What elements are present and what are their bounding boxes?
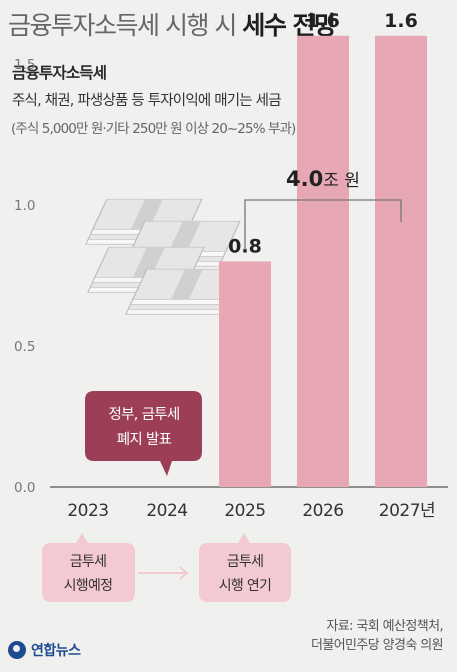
- bar-2025: [219, 261, 271, 487]
- description: 주식, 채권, 파생상품 등 투자이익에 매기는 세금: [12, 93, 282, 109]
- y-tick-label: 1.0: [14, 198, 35, 214]
- x-tick-label: 2026: [302, 501, 343, 521]
- total-bracket: [244, 199, 402, 250]
- x-tick-label: 2023: [67, 501, 108, 521]
- source-line-1: 자료: 국회 예산정책처,: [326, 619, 443, 634]
- delayed-callout: [199, 533, 291, 602]
- planned-callout: [42, 533, 135, 602]
- planned-line-2: 시행예정: [64, 578, 113, 594]
- delayed-line-1: 금투세: [227, 554, 264, 570]
- x-tick-label: 2027년: [379, 501, 435, 521]
- logo-text: 연합뉴스: [31, 643, 81, 659]
- bar-2026: [297, 35, 349, 488]
- bar-2027년: [375, 35, 427, 488]
- delayed-line-2: 시행 연기: [219, 578, 271, 594]
- x-tick-label: 2025: [224, 501, 265, 521]
- x-tick-label: 2024: [146, 501, 187, 521]
- abolish-line-2: 폐지 발표: [117, 431, 172, 448]
- title-bold: 세수 전망: [242, 11, 337, 40]
- abolish-line-1: 정부, 금투세: [108, 406, 179, 423]
- yonhap-logo: 연합뉴스: [8, 640, 81, 660]
- timeline-arrow-icon: [138, 566, 189, 580]
- y-tick-label: 1.5: [14, 57, 35, 73]
- chart-title: 금융투자소득세 시행 시 세수 전망: [8, 6, 337, 42]
- value-label: 1.6: [384, 10, 418, 32]
- yonhap-logo-icon: [8, 641, 26, 659]
- title-light: 금융투자소득세 시행 시: [8, 11, 243, 40]
- source-line-2: 더불어민주당 양경숙 의원: [310, 638, 444, 653]
- note: (주식 5,000만 원·기타 250만 원 이상 20~25% 부과): [11, 121, 296, 137]
- value-label: 1.6: [306, 10, 340, 32]
- y-tick-label: 0.5: [14, 339, 35, 355]
- total-label: 4.0조 원: [286, 167, 360, 191]
- planned-line-1: 금투세: [70, 554, 107, 570]
- y-tick-label: 0.0: [14, 480, 35, 496]
- money-stack-icon: [85, 198, 243, 315]
- source-note: 자료: 국회 예산정책처, 더불어민주당 양경숙 의원: [310, 617, 444, 655]
- subtitle: 금융투자소득세: [12, 64, 107, 82]
- abolish-callout: [85, 391, 202, 476]
